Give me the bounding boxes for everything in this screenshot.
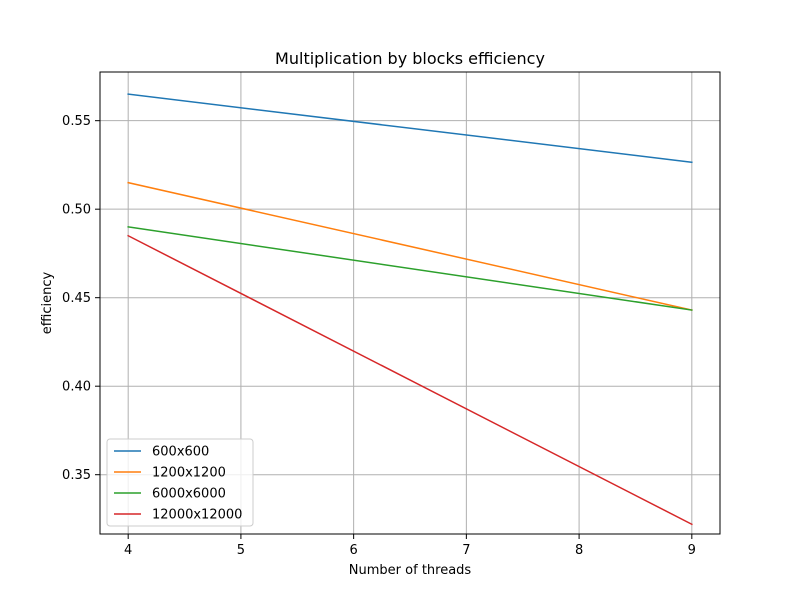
legend-box <box>106 438 254 527</box>
x-tick-label: 5 <box>237 543 245 558</box>
chart-title: Multiplication by blocks efficiency <box>275 49 545 68</box>
x-tick-label: 7 <box>462 543 470 558</box>
y-tick-label: 0.55 <box>62 114 91 129</box>
y-tick-label: 0.40 <box>62 380 91 395</box>
y-axis-ticks: 0.35 0.40 0.45 0.50 0.55 <box>62 114 100 483</box>
grid <box>100 72 720 534</box>
x-tick-label: 6 <box>349 543 357 558</box>
legend: 600x600 1200x1200 6000x6000 12000x12000 <box>106 438 254 527</box>
y-axis-label: efficiency <box>40 271 55 334</box>
series-line-12000x12000 <box>127 234 693 526</box>
y-tick-label: 0.50 <box>62 203 91 218</box>
x-axis-label: Number of threads <box>349 563 472 578</box>
y-tick-label: 0.45 <box>62 291 91 306</box>
series-line-6000x6000 <box>127 226 693 311</box>
y-tick-label: 0.35 <box>62 468 91 483</box>
x-tick-label: 4 <box>124 543 132 558</box>
legend-label: 12000x12000 <box>152 508 242 523</box>
series-line-600x600 <box>127 93 693 164</box>
series-line-1200x1200 <box>127 181 693 311</box>
x-tick-label: 8 <box>575 543 583 558</box>
plot-frame <box>99 71 721 535</box>
legend-label: 1200x1200 <box>152 466 226 481</box>
x-tick-label: 9 <box>688 543 696 558</box>
legend-label: 6000x6000 <box>152 487 226 502</box>
x-axis-ticks: 4 5 6 7 8 9 <box>124 534 696 558</box>
legend-label: 600x600 <box>152 445 209 460</box>
plot-lines <box>127 93 693 526</box>
